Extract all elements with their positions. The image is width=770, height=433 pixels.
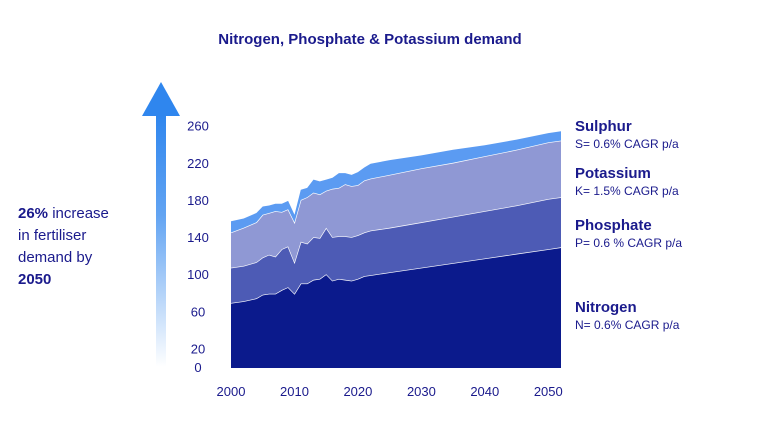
annotation-line-1: 26% increase — [18, 205, 109, 222]
y-tick-label: 60 — [191, 304, 205, 319]
x-tick-label: 2000 — [217, 384, 246, 399]
annotation-highlight: 26% — [18, 205, 48, 222]
area-nitrogen — [231, 247, 561, 368]
y-tick-label: 220 — [187, 156, 209, 171]
annotation-line-4: 2050 — [18, 271, 51, 288]
annotation-line-2: in fertiliser — [18, 227, 86, 244]
increase-arrow-head — [142, 82, 180, 116]
area-phosphate — [231, 197, 561, 303]
x-tick-label: 2020 — [343, 384, 372, 399]
series-labels: Nitrogen N= 0.6% CAGR p/a Phosphate P= 0.6 … — [575, 118, 682, 332]
series-label-potassium: Potassium — [575, 165, 651, 182]
y-tick-label: 140 — [187, 230, 209, 245]
area-potassium — [231, 140, 561, 268]
series-label-sulphur: Sulphur — [575, 118, 632, 135]
x-axis-ticks: 2000 2010 2020 2030 2040 2050 — [217, 384, 563, 399]
series-note-nitrogen: N= 0.6% CAGR p/a — [575, 318, 680, 332]
chart-title: Nitrogen, Phosphate & Potassium demand — [218, 31, 521, 48]
x-tick-label: 2010 — [280, 384, 309, 399]
y-axis-ticks: 0 20 60 100 140 180 220 260 — [187, 119, 209, 375]
y-tick-label: 0 — [194, 360, 201, 375]
increase-annotation: 26% increase in fertiliser demand by 205… — [18, 82, 180, 367]
series-label-phosphate: Phosphate — [575, 217, 652, 234]
y-tick-label: 100 — [187, 267, 209, 282]
stacked-areas — [230, 131, 562, 368]
area-sulphur — [231, 131, 561, 233]
series-note-potassium: K= 1.5% CAGR p/a — [575, 184, 679, 198]
x-tick-label: 2050 — [534, 384, 563, 399]
annotation-line-3: demand by — [18, 249, 93, 266]
y-tick-label: 260 — [187, 119, 209, 134]
series-note-sulphur: S= 0.6% CAGR p/a — [575, 137, 679, 151]
y-tick-label: 180 — [187, 193, 209, 208]
increase-arrow-shaft — [156, 115, 166, 367]
x-tick-label: 2030 — [407, 384, 436, 399]
annotation-line-1-rest: increase — [48, 205, 109, 222]
series-label-nitrogen: Nitrogen — [575, 299, 637, 316]
x-tick-label: 2040 — [470, 384, 499, 399]
series-note-phosphate: P= 0.6 % CAGR p/a — [575, 236, 682, 250]
y-tick-label: 20 — [191, 341, 205, 356]
